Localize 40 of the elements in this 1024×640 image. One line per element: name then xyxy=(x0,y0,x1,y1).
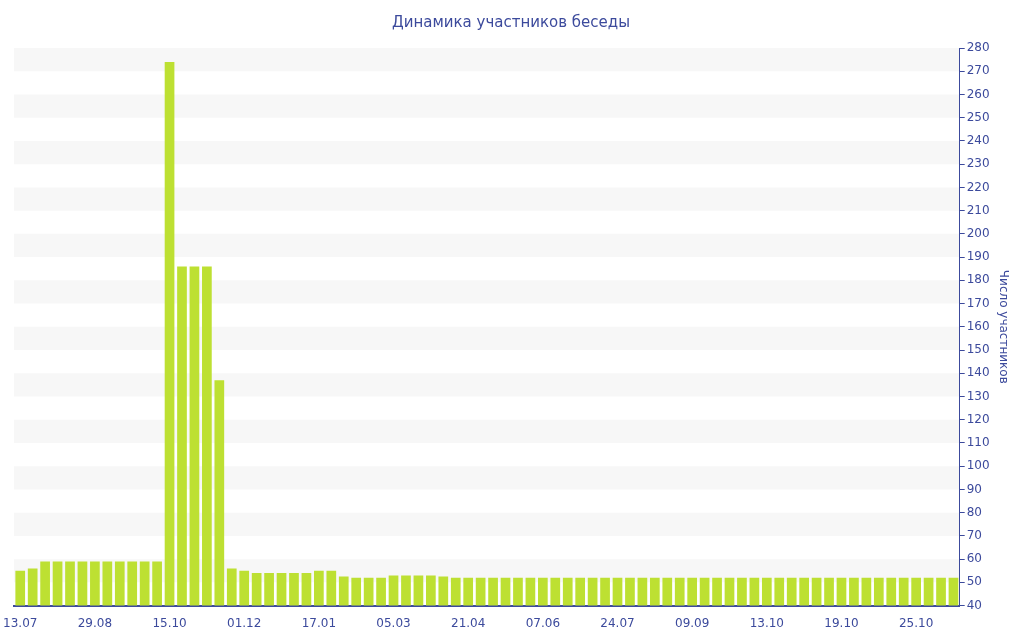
y-tick-label: 240 xyxy=(966,133,990,148)
x-tick-label: 13.10 xyxy=(749,615,784,630)
y-tick-label: 250 xyxy=(966,109,990,124)
y-tick-label: 230 xyxy=(966,156,990,171)
y-tick-label: 200 xyxy=(966,225,990,240)
chart-title: Динамика участников беседы xyxy=(391,12,631,31)
x-tick-label: 07.06 xyxy=(525,615,561,630)
x-tick-label: 13.07 xyxy=(3,615,38,630)
x-tick-label: 25.10 xyxy=(898,615,934,630)
y-tick-label: 260 xyxy=(966,86,990,101)
y-tick-label: 90 xyxy=(966,481,982,496)
y-tick-label: 120 xyxy=(966,411,990,426)
y-axis-title: Число участников xyxy=(996,269,1011,384)
y-tick-label: 160 xyxy=(966,318,990,333)
y-tick-label: 280 xyxy=(966,40,990,55)
x-tick-label: 19.10 xyxy=(824,615,859,630)
y-tick-label: 80 xyxy=(966,504,982,519)
y-tick-label: 180 xyxy=(966,272,990,287)
y-tick-label: 150 xyxy=(966,342,990,357)
y-tick-label: 190 xyxy=(966,249,990,264)
y-tick-label: 50 xyxy=(966,574,982,589)
y-tick-label: 210 xyxy=(966,202,990,217)
y-tick-label: 60 xyxy=(966,551,982,566)
y-tick-label: 70 xyxy=(966,528,982,543)
x-tick-label: 05.03 xyxy=(376,615,411,630)
y-tick-label: 140 xyxy=(966,365,990,380)
x-tick-label: 21.04 xyxy=(451,615,486,630)
x-tick-label: 01.12 xyxy=(227,615,262,630)
y-tick-label: 270 xyxy=(966,63,990,78)
y-tick-label: 40 xyxy=(966,597,982,612)
x-tick-label: 24.07 xyxy=(600,615,635,630)
y-tick-label: 100 xyxy=(966,458,990,473)
y-tick-label: 130 xyxy=(966,388,990,403)
x-tick-label: 17.01 xyxy=(301,615,337,630)
x-tick-label: 29.08 xyxy=(77,615,113,630)
y-tick-label: 110 xyxy=(966,435,990,450)
y-tick-label: 170 xyxy=(966,295,990,310)
x-tick-label: 09.09 xyxy=(674,615,710,630)
y-tick-label: 220 xyxy=(966,179,990,194)
x-tick-label: 15.10 xyxy=(152,615,187,630)
